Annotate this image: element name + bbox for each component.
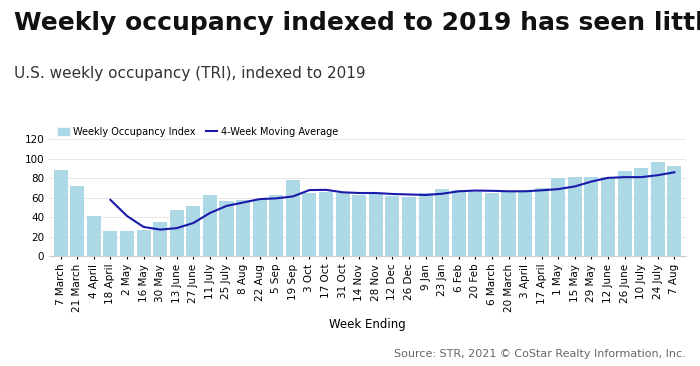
Bar [485, 193, 499, 256]
Bar [601, 177, 615, 256]
Bar [236, 199, 250, 256]
Bar [153, 222, 167, 256]
X-axis label: Week Ending: Week Ending [329, 318, 406, 330]
Bar [54, 170, 68, 256]
Bar [419, 193, 433, 256]
Bar [219, 201, 234, 256]
Bar [87, 216, 101, 256]
Bar [270, 195, 284, 256]
Text: U.S. weekly occupancy (TRI), indexed to 2019: U.S. weekly occupancy (TRI), indexed to … [14, 66, 365, 81]
Bar [435, 189, 449, 256]
Legend: Weekly Occupancy Index, 4-Week Moving Average: Weekly Occupancy Index, 4-Week Moving Av… [54, 123, 342, 141]
Bar [136, 230, 150, 256]
Bar [369, 193, 383, 256]
Bar [667, 167, 681, 256]
Text: Source: STR, 2021 © CoStar Realty Information, Inc.: Source: STR, 2021 © CoStar Realty Inform… [394, 349, 686, 359]
Bar [120, 231, 134, 256]
Bar [634, 168, 648, 256]
Bar [352, 195, 366, 256]
Bar [551, 178, 566, 256]
Bar [169, 210, 184, 256]
Bar [104, 231, 118, 256]
Bar [501, 191, 516, 256]
Bar [584, 177, 598, 256]
Bar [402, 197, 416, 256]
Bar [385, 196, 400, 256]
Bar [70, 186, 84, 256]
Bar [302, 193, 316, 256]
Bar [319, 192, 333, 256]
Bar [452, 190, 466, 256]
Bar [203, 195, 217, 256]
Bar [186, 206, 200, 256]
Bar [253, 199, 267, 256]
Bar [617, 171, 631, 256]
Bar [568, 177, 582, 256]
Bar [468, 192, 482, 256]
Bar [535, 188, 549, 256]
Bar [518, 190, 532, 256]
Bar [651, 161, 665, 256]
Text: Weekly occupancy indexed to 2019 has seen little change: Weekly occupancy indexed to 2019 has see… [14, 11, 700, 35]
Bar [286, 180, 300, 256]
Bar [335, 193, 350, 256]
